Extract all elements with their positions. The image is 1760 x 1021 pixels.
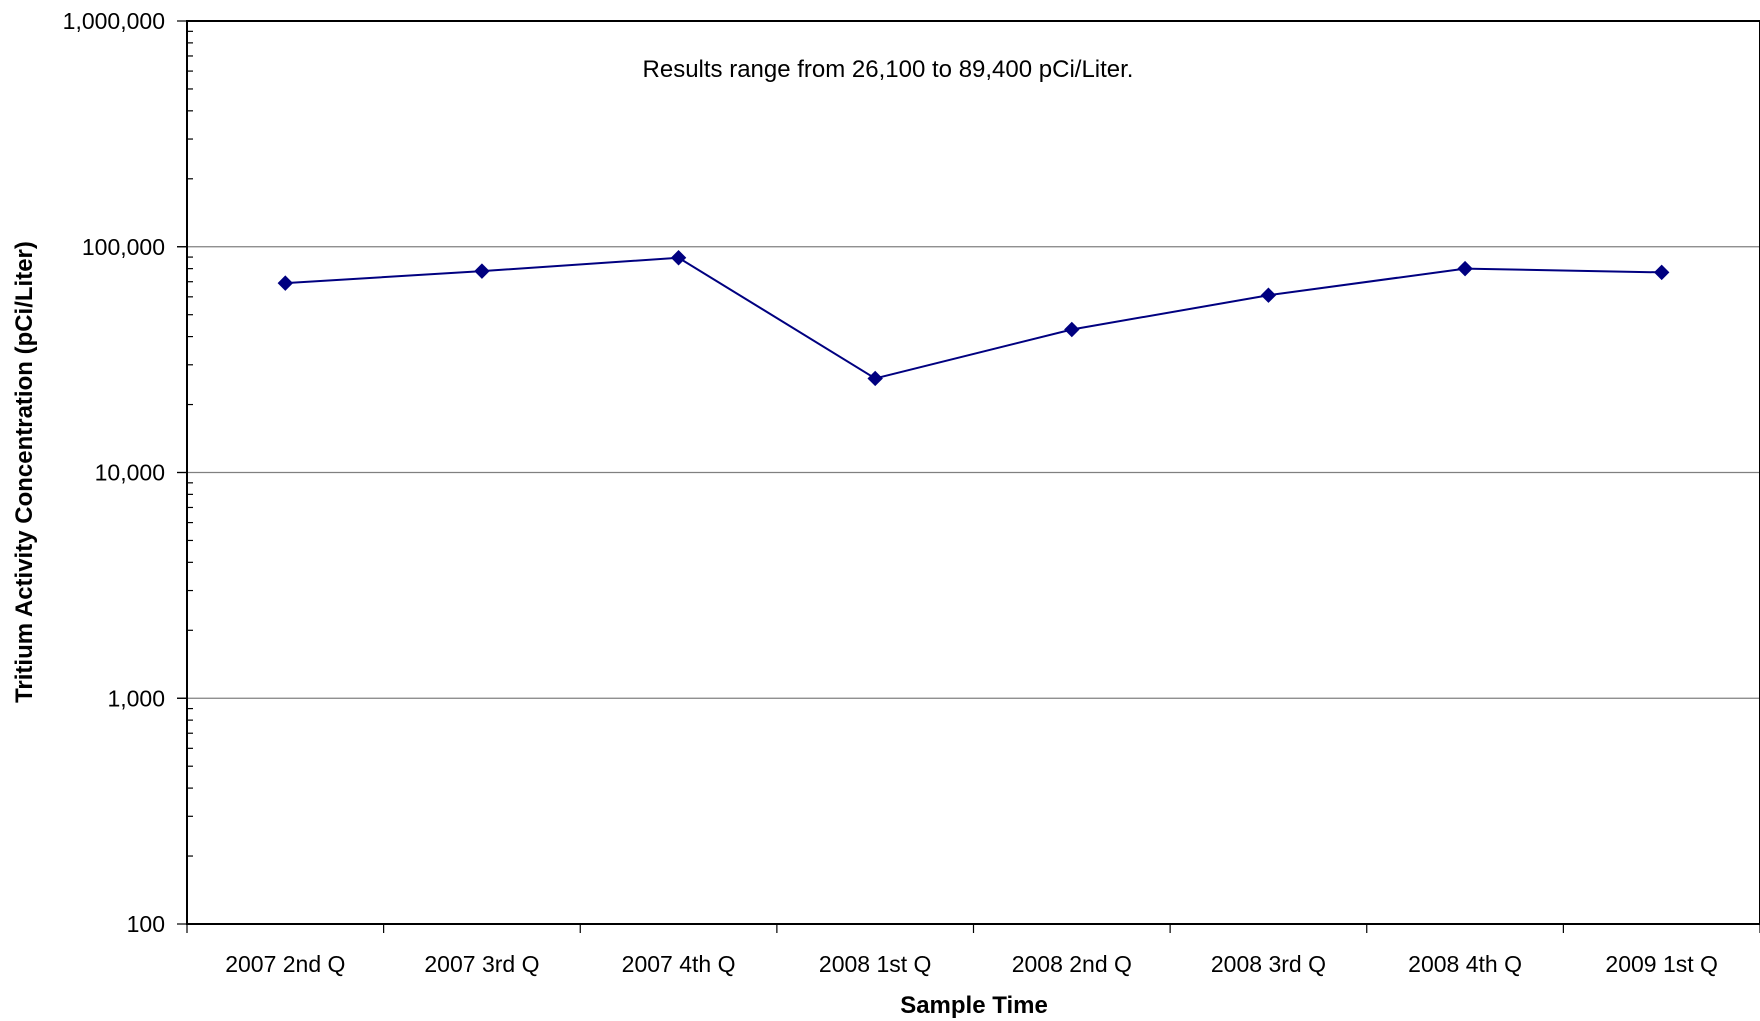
x-tick-label: 2007 4th Q (622, 951, 736, 977)
data-point-marker (867, 370, 883, 387)
x-tick-labels: 2007 2nd Q 2007 3rd Q 2007 4th Q 2008 1st Q… (225, 951, 1718, 977)
data-point-marker (1064, 321, 1080, 338)
x-ticks (186, 924, 1760, 933)
data-point-marker (1260, 287, 1277, 303)
y-tick-label: 10,000 (95, 460, 165, 486)
data-point-marker (474, 263, 490, 279)
x-tick-label: 2008 4th Q (1408, 951, 1522, 977)
y-tick-label: 1,000,000 (63, 8, 165, 34)
plot-area (186, 20, 1760, 925)
y-tick-label: 100,000 (82, 234, 165, 260)
chart-annotation: Results range from 26,100 to 89,400 pCi/… (643, 56, 1134, 83)
y-tick-labels: 100 1,000 10,000 100,000 1,000,000 (63, 8, 165, 937)
x-tick-label: 2008 2nd Q (1012, 951, 1132, 977)
x-tick-label: 2007 3rd Q (424, 951, 539, 977)
gridlines (187, 246, 1760, 699)
x-tick-label: 2008 3rd Q (1211, 951, 1326, 977)
x-tick-label: 2009 1st Q (1605, 951, 1718, 977)
x-tick-label: 2008 1st Q (819, 951, 932, 977)
data-point-marker (1653, 264, 1670, 281)
y-tick-label: 1,000 (107, 685, 165, 711)
data-point-marker (670, 250, 687, 266)
x-axis-title: Sample Time (900, 992, 1048, 1019)
data-point-marker (1457, 260, 1473, 277)
series-group (277, 250, 1670, 387)
data-point-marker (277, 275, 294, 291)
series-line (285, 256, 1662, 380)
y-axis-title: Tritium Activity Concentration (pCi/Lite… (11, 241, 38, 703)
x-tick-label: 2007 2nd Q (225, 951, 345, 977)
y-tick-label: 100 (127, 911, 165, 937)
